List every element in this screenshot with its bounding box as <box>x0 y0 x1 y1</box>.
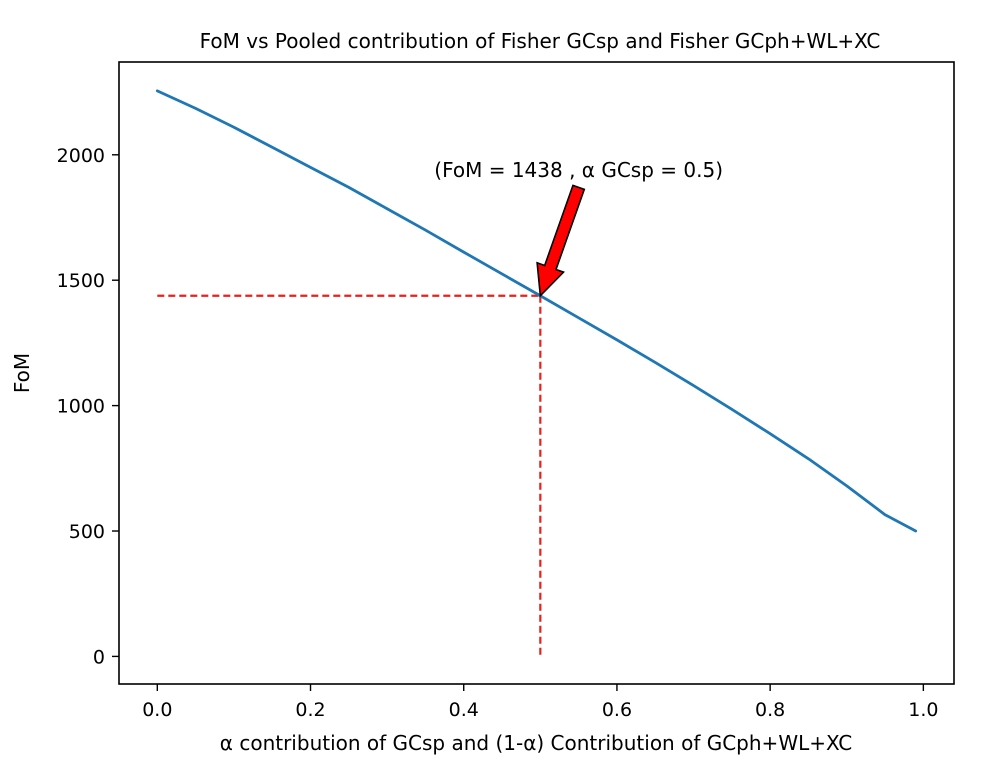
x-tick-label: 0.6 <box>602 699 632 721</box>
x-tick-label: 0.2 <box>295 699 325 721</box>
y-tick-label: 2000 <box>57 145 105 167</box>
x-tick-label: 0.4 <box>449 699 479 721</box>
x-tick-label: 0.0 <box>142 699 172 721</box>
annotation-text: (FoM = 1438 , α GCsp = 0.5) <box>434 158 723 182</box>
y-tick-label: 1500 <box>57 270 105 292</box>
y-tick-label: 500 <box>69 521 105 543</box>
annotation-arrow <box>536 184 586 298</box>
x-axis-label: α contribution of GCsp and (1-α) Contrib… <box>220 731 852 755</box>
y-tick-label: 0 <box>93 646 105 668</box>
chart-title: FoM vs Pooled contribution of Fisher GCs… <box>200 29 881 53</box>
y-tick-label: 1000 <box>57 396 105 418</box>
x-tick-label: 1.0 <box>908 699 938 721</box>
x-tick-label: 0.8 <box>755 699 785 721</box>
plot-frame <box>118 61 955 685</box>
y-axis-label: FoM <box>10 353 34 393</box>
